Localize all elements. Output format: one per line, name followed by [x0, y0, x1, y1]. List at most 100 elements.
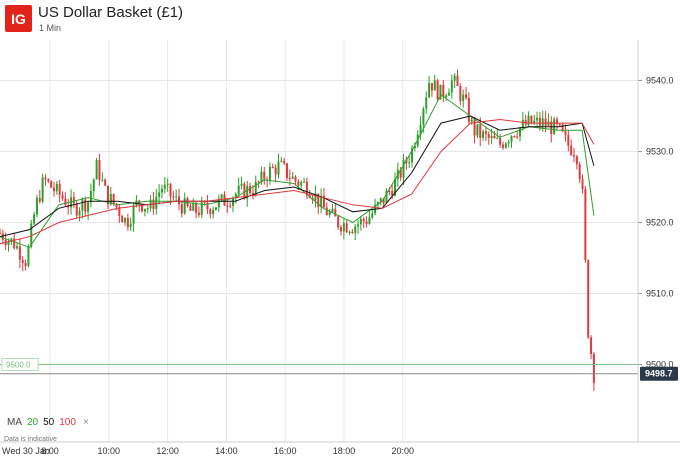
candle-body	[439, 84, 442, 100]
x-tick-label: 20:00	[392, 446, 415, 456]
candle-body	[479, 124, 482, 138]
candle-body	[527, 115, 530, 125]
alert-label: 9500.0	[6, 361, 31, 370]
y-tick-label: 9540.0	[646, 76, 674, 86]
candle-body	[146, 208, 149, 210]
candle-body	[41, 177, 44, 202]
x-tick-label: 12:00	[156, 446, 179, 456]
candle-body	[345, 223, 348, 233]
ma50-label[interactable]: 50	[43, 417, 55, 428]
candle-body	[263, 171, 266, 180]
candle-body	[217, 198, 220, 208]
candle-body	[220, 194, 223, 199]
candle-body	[95, 160, 98, 180]
candle-body	[362, 218, 365, 222]
candle-body	[44, 177, 47, 180]
candle-body	[257, 181, 260, 183]
candle-body	[484, 131, 487, 134]
date-label: Wed 30 Jan	[2, 446, 50, 456]
candle-body	[251, 193, 254, 195]
reference-lines: 9500.0 9498.7	[0, 358, 678, 381]
candle-body	[470, 119, 473, 122]
candle-body	[555, 119, 558, 125]
candle-body	[303, 181, 306, 183]
candle-body	[98, 160, 101, 180]
ma100-label[interactable]: 100	[59, 417, 76, 428]
moving-averages	[0, 93, 595, 248]
x-tick-label: 8:00	[41, 446, 59, 456]
candle-body	[365, 221, 368, 224]
candle-body	[141, 204, 144, 212]
candle-body	[544, 118, 547, 126]
candle-body	[27, 246, 30, 266]
candle-body	[0, 233, 1, 235]
candle-body	[101, 179, 104, 181]
candle-body	[561, 124, 564, 132]
candle-body	[249, 185, 252, 194]
candle-body	[482, 131, 485, 138]
data-indicative-note: Data is indicative	[4, 436, 57, 443]
ma20-label[interactable]: 20	[27, 417, 39, 428]
candle-body	[385, 190, 388, 204]
candle-body	[587, 260, 590, 338]
candle-body	[558, 124, 561, 126]
alert-label-box	[1, 358, 39, 371]
candle-body	[450, 80, 453, 93]
candle-body	[206, 202, 209, 210]
candle-body	[121, 216, 124, 223]
candle-body	[436, 80, 439, 100]
candle-body	[567, 134, 570, 146]
candle-body	[175, 196, 178, 198]
candle-body	[246, 185, 249, 199]
candle-body	[314, 193, 317, 201]
candle-body	[172, 196, 175, 198]
candle-body	[50, 181, 53, 188]
candle-body	[592, 353, 595, 383]
candle-body	[442, 84, 445, 97]
candle-body	[337, 216, 340, 228]
candle-body	[294, 176, 297, 182]
candle-body	[149, 199, 152, 209]
candle-body	[189, 206, 192, 211]
candle-body	[300, 182, 303, 186]
candle-body	[254, 181, 257, 195]
candle-body	[339, 227, 342, 232]
candle-body	[496, 137, 499, 139]
candle-body	[75, 203, 78, 216]
candle-body	[212, 209, 215, 215]
y-tick-label: 9510.0	[646, 289, 674, 299]
remove-indicator-icon[interactable]: ×	[82, 417, 89, 428]
candle-body	[21, 259, 24, 263]
candle-body	[268, 166, 271, 181]
candle-body	[530, 115, 533, 124]
last-price-label: 9498.7	[645, 369, 673, 379]
candle-body	[342, 223, 345, 232]
candle-body	[78, 210, 81, 216]
candle-body	[357, 224, 360, 227]
candle-body	[283, 160, 286, 164]
candle-body	[334, 208, 337, 217]
candle-body	[376, 202, 379, 205]
candle-body	[203, 201, 206, 203]
ig-logo: IG	[5, 5, 32, 32]
candle-body	[1, 233, 4, 240]
ma20-line	[0, 93, 595, 248]
candle-body	[354, 226, 357, 234]
candle-body	[399, 169, 402, 178]
candle-body	[382, 198, 385, 204]
interval-label[interactable]: 1 Min	[39, 23, 62, 33]
x-tick-label: 16:00	[274, 446, 297, 456]
chart-grid	[0, 40, 638, 442]
candle-body	[58, 183, 61, 196]
candle-body	[30, 223, 33, 247]
candle-body	[575, 156, 578, 165]
candle-body	[371, 213, 374, 218]
candle-body	[87, 202, 90, 212]
candle-body	[192, 202, 195, 211]
candle-body	[92, 179, 95, 192]
candle-body	[499, 137, 502, 145]
candle-body	[240, 183, 243, 186]
candle-body	[169, 183, 172, 197]
candle-body	[47, 179, 50, 182]
